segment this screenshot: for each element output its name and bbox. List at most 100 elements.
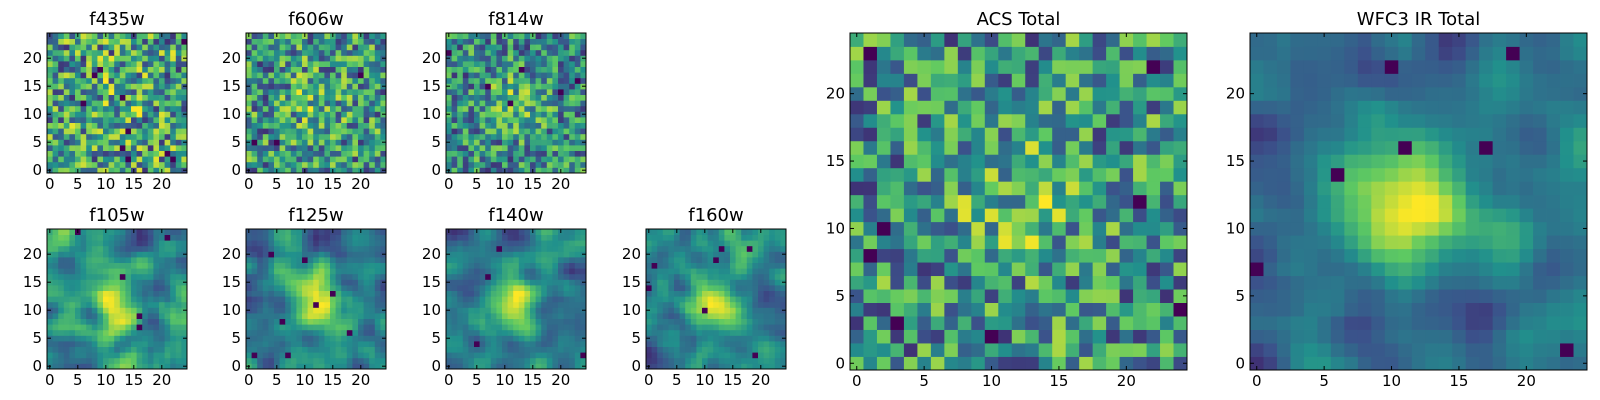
heatmap-cell [374, 234, 381, 241]
heatmap-cell [52, 329, 59, 336]
heatmap-cell [341, 363, 348, 370]
heatmap-cell [574, 61, 581, 67]
heatmap-cell [369, 257, 376, 263]
heatmap-cell [80, 290, 87, 297]
heatmap-cell [485, 139, 492, 146]
heatmap-cell [58, 66, 65, 73]
heatmap-cell [574, 133, 581, 140]
heatmap-cell [863, 356, 878, 371]
heatmap-cell [307, 318, 314, 325]
heatmap-cell [457, 100, 464, 107]
heatmap-cell [535, 38, 542, 45]
heatmap-cell [136, 100, 143, 107]
heatmap-cell [752, 234, 759, 241]
heatmap-cell [335, 318, 342, 325]
heatmap-cell [479, 240, 486, 247]
heatmap-cell [119, 251, 126, 258]
heatmap-cell [153, 307, 160, 314]
heatmap-cell [285, 245, 292, 252]
heatmap-cell [302, 273, 308, 280]
heatmap-cell [363, 33, 370, 39]
heatmap-cell [541, 77, 548, 84]
heatmap-cell [86, 139, 93, 146]
heatmap-cell [446, 296, 452, 303]
heatmap-cell [147, 122, 154, 129]
heatmap-cell [58, 117, 65, 123]
heatmap-cell [268, 77, 275, 84]
heatmap-cell [262, 83, 269, 90]
heatmap-cell [170, 296, 177, 303]
heatmap-cell [558, 156, 564, 163]
panel-title: f125w [288, 205, 343, 226]
heatmap-cell [490, 122, 497, 129]
heatmap-cell [119, 89, 126, 95]
heatmap-cell [496, 77, 503, 84]
heatmap-cell [535, 156, 542, 163]
heatmap-cell [170, 251, 177, 258]
heatmap-cell [69, 279, 76, 286]
heatmap-cell [279, 89, 286, 95]
heatmap-cell [274, 139, 280, 146]
x-tick-label: 0 [45, 371, 55, 389]
heatmap-cell [890, 208, 905, 223]
heatmap-cell [535, 33, 542, 39]
heatmap-cell [358, 268, 364, 275]
heatmap-cell [524, 257, 531, 263]
heatmap-cell [524, 234, 531, 241]
heatmap-cell [114, 296, 121, 303]
heatmap-cell [47, 89, 53, 95]
heatmap-cell [324, 335, 331, 342]
heatmap-cell [651, 329, 658, 336]
heatmap-cell [352, 257, 359, 263]
heatmap-cell [58, 105, 65, 112]
heatmap-cell [446, 262, 452, 269]
heatmap-cell [1133, 289, 1147, 303]
heatmap-cell [108, 139, 115, 146]
heatmap-cell [318, 363, 325, 370]
heatmap-cell [58, 273, 65, 280]
heatmap-cell [175, 117, 182, 123]
heatmap-cell [358, 251, 364, 258]
heatmap-cell [462, 290, 469, 297]
heatmap-cell [485, 251, 492, 258]
heatmap-cell [119, 44, 126, 51]
heatmap-cell [374, 290, 381, 297]
heatmap-cell [702, 296, 708, 303]
heatmap-cell [457, 61, 464, 67]
heatmap-cell [485, 161, 492, 168]
heatmap-cell [530, 117, 536, 123]
heatmap-cell [380, 100, 387, 107]
heatmap-cell [451, 229, 458, 235]
heatmap-cell [125, 229, 132, 235]
heatmap-cell [1025, 248, 1040, 263]
heatmap-cell [268, 307, 275, 314]
heatmap-cell [307, 234, 314, 241]
heatmap-cell [114, 357, 121, 364]
heatmap-cell [279, 313, 286, 319]
heatmap-cell [971, 262, 986, 277]
heatmap-cell [47, 49, 53, 56]
heatmap-cell [524, 38, 531, 45]
heatmap-cell [474, 94, 480, 101]
heatmap-cell [713, 245, 720, 252]
heatmap-cell [63, 161, 70, 168]
heatmap-cell [646, 245, 652, 252]
heatmap-cell [257, 262, 264, 269]
heatmap-cell [1065, 316, 1080, 330]
heatmap-cell [569, 240, 576, 247]
heatmap-cell [930, 181, 945, 196]
heatmap-cell [1092, 356, 1107, 371]
heatmap-cell [285, 49, 292, 56]
heatmap-cell [175, 324, 182, 331]
heatmap-cell [524, 94, 531, 101]
heatmap-cell [296, 268, 303, 275]
heatmap-cell [524, 111, 531, 118]
heatmap-cell [451, 273, 458, 280]
heatmap-cell [1079, 329, 1094, 344]
heatmap-cell [285, 240, 292, 247]
heatmap-cell [262, 257, 269, 263]
heatmap-cell [341, 167, 348, 174]
y-tick-label: 5 [631, 329, 641, 347]
heatmap-cell [369, 273, 376, 280]
heatmap-cell [574, 262, 581, 269]
